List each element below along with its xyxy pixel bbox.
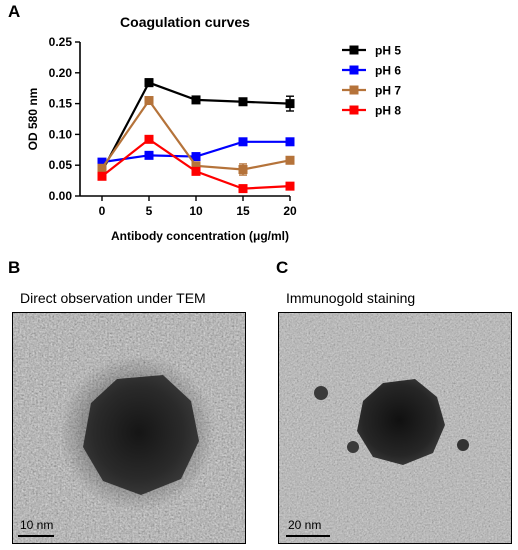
data-point <box>191 161 201 171</box>
y-tick-label: 0.10 <box>49 127 73 141</box>
data-point <box>97 157 107 167</box>
x-tick-label: 10 <box>189 204 203 218</box>
y-tick-label: 0.00 <box>49 189 73 203</box>
y-tick-label: 0.25 <box>49 35 73 49</box>
x-axis-label: Antibody concentration (μg/ml) <box>111 229 289 243</box>
legend-marker <box>349 85 359 95</box>
data-point <box>191 166 201 176</box>
legend-entry: pH 5 <box>375 44 401 58</box>
tem-micrograph-direct <box>13 313 245 543</box>
legend-marker <box>349 65 359 75</box>
legend-entry: pH 6 <box>375 64 401 78</box>
scalebar-c <box>286 535 330 537</box>
data-point <box>144 150 154 160</box>
legend-entry: pH 7 <box>375 84 401 98</box>
data-point <box>238 184 248 194</box>
panel-b-caption: Direct observation under TEM <box>20 290 206 306</box>
legend-marker <box>349 45 359 55</box>
data-point <box>238 137 248 147</box>
panel-c-caption: Immunogold staining <box>286 290 416 306</box>
data-point <box>285 99 295 109</box>
x-tick-label: 15 <box>236 204 250 218</box>
data-point <box>97 163 107 173</box>
scalebar-label-b: 10 nm <box>20 518 54 532</box>
data-point <box>97 171 107 181</box>
data-point <box>144 78 154 88</box>
scalebar-label-c: 20 nm <box>288 518 322 532</box>
data-point <box>144 96 154 106</box>
data-point <box>144 134 154 144</box>
panel-letter-a: A <box>8 2 21 21</box>
y-tick-label: 0.05 <box>49 158 73 172</box>
tem-image-immunogold <box>278 312 512 544</box>
y-axis-label: OD 580 nm <box>26 88 40 151</box>
legend-marker <box>349 105 359 115</box>
tem-image-direct <box>12 312 246 544</box>
x-tick-label: 0 <box>99 204 106 218</box>
legend-entry: pH 8 <box>375 104 401 118</box>
panel-letter-b: B <box>8 258 21 277</box>
coagulation-chart: Coagulation curves 0.00 0.05 0.10 0.15 0.20 0.… <box>26 14 401 243</box>
panel-letter-c: C <box>276 258 289 277</box>
data-point <box>238 97 248 107</box>
data-point <box>191 95 201 105</box>
x-tick-label: 5 <box>146 204 153 218</box>
data-point <box>285 181 295 191</box>
tem-micrograph-immunogold <box>279 313 511 543</box>
y-tick-label: 0.15 <box>49 97 73 111</box>
data-point <box>285 155 295 165</box>
y-tick-label: 0.20 <box>49 66 73 80</box>
data-point <box>238 165 248 175</box>
scalebar-b <box>18 535 54 537</box>
data-point <box>285 137 295 147</box>
data-point <box>191 152 201 162</box>
x-tick-label: 20 <box>283 204 297 218</box>
chart-title: Coagulation curves <box>120 14 250 30</box>
